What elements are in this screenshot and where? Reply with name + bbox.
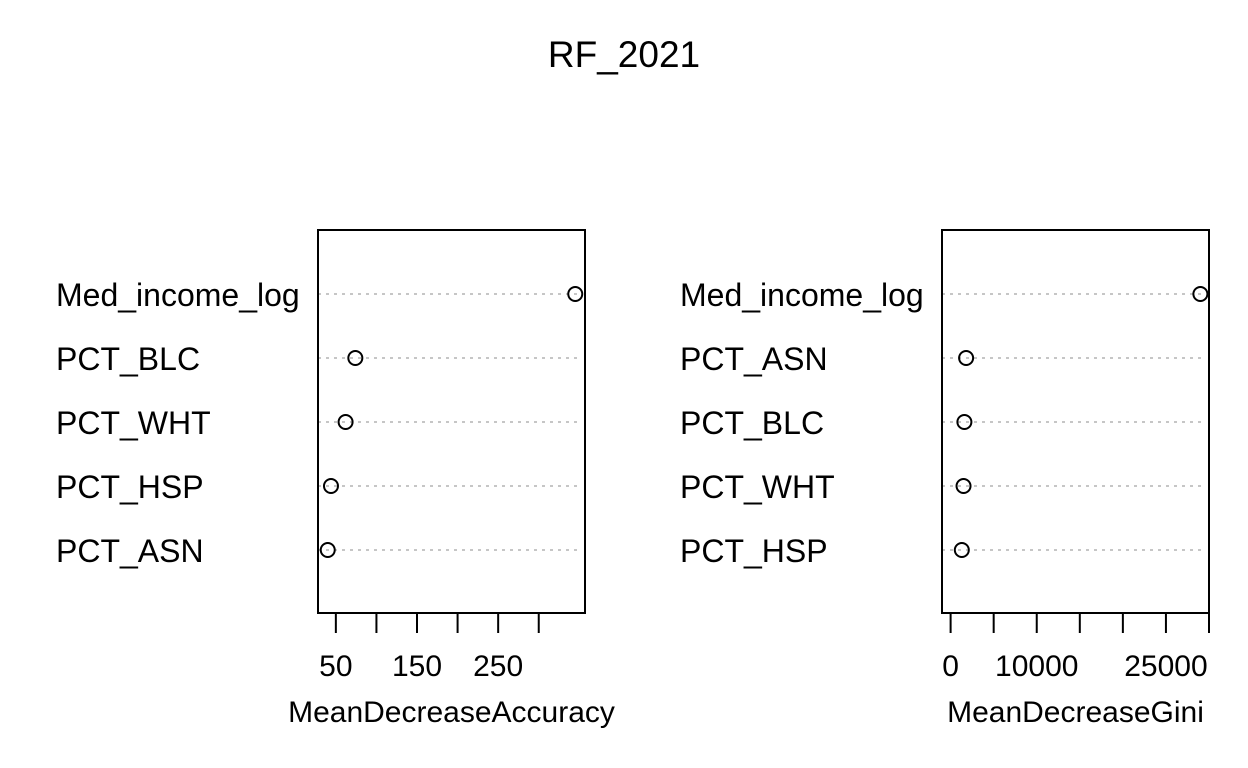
data-point (347, 350, 364, 366)
x-tick-label: 150 (392, 650, 442, 683)
x-axis-title: MeanDecreaseGini (947, 696, 1204, 729)
panel-1: Med_income_log PCT_BLC PCT_WHT PCT_HSP PCT_A… (56, 229, 615, 729)
data-point (953, 542, 970, 558)
x-tick-label: 50 (319, 650, 352, 683)
data-point (322, 478, 339, 494)
row-label: PCT_WHT (56, 405, 211, 441)
data-point (955, 478, 972, 494)
chart-title: RF_2021 (547, 34, 701, 75)
row-label: Med_income_log (680, 277, 924, 313)
row-label: PCT_ASN (56, 533, 204, 569)
x-tick-label: 10000 (995, 650, 1078, 683)
row-label: Med_income_log (56, 277, 300, 313)
data-point (956, 414, 973, 430)
row-label: PCT_BLC (680, 405, 824, 441)
x-axis-title: MeanDecreaseAccuracy (288, 696, 615, 729)
row-label: PCT_BLC (56, 341, 200, 377)
data-point (958, 350, 975, 366)
row-label: PCT_WHT (680, 469, 835, 505)
x-tick-label: 0 (942, 650, 959, 683)
row-label: PCT_ASN (680, 341, 828, 377)
row-label: PCT_HSP (56, 469, 204, 505)
panel-2: Med_income_log PCT_ASN PCT_BLC PCT_WHT PCT_H… (680, 229, 1210, 729)
x-tick-label: 25000 (1124, 650, 1207, 683)
data-point (319, 542, 336, 558)
data-point (1192, 286, 1209, 302)
row-label: PCT_HSP (680, 533, 828, 569)
x-tick-label: 250 (473, 650, 523, 683)
data-point (337, 414, 354, 430)
data-point (567, 286, 584, 302)
